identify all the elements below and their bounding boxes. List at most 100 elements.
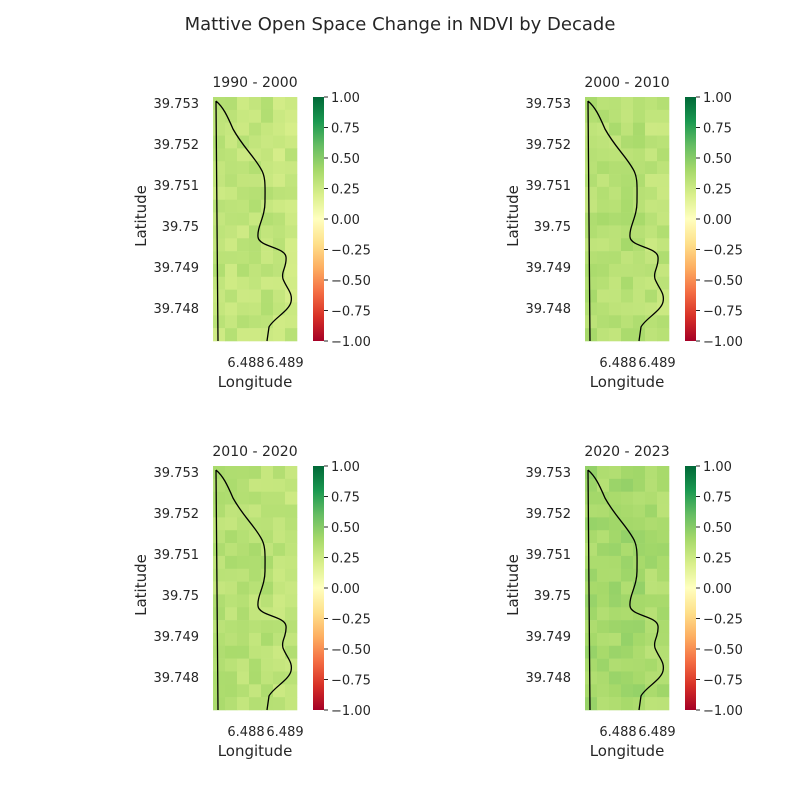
- heatmap-cell: [609, 251, 622, 265]
- heatmap-cell: [597, 289, 610, 303]
- heatmap-cell: [213, 543, 226, 557]
- heatmap-cell: [585, 251, 598, 265]
- heatmap-cell: [585, 302, 598, 316]
- heatmap-cell: [633, 581, 646, 595]
- heatmap-cell: [273, 620, 286, 634]
- heatmap-cell: [237, 263, 250, 278]
- heatmap-cell: [249, 289, 262, 303]
- heatmap-cell: [585, 658, 598, 672]
- heatmap-cell: [645, 97, 658, 111]
- heatmap-cell: [273, 697, 286, 711]
- heatmap-cell: [237, 478, 250, 492]
- heatmap-cell: [273, 97, 286, 111]
- x-axis-label: Longitude: [218, 742, 293, 760]
- heatmap-cell: [609, 684, 622, 698]
- heatmap-cell: [285, 671, 298, 685]
- heatmap-cell: [657, 97, 670, 111]
- heatmap-cell: [609, 148, 622, 162]
- heatmap-cell: [225, 671, 238, 685]
- heatmap-cell: [609, 504, 622, 518]
- heatmap-cell: [213, 109, 226, 123]
- heatmap-cell: [285, 174, 298, 188]
- heatmap-cell: [609, 199, 622, 213]
- heatmap-cell: [285, 504, 298, 518]
- heatmap-cell: [261, 174, 274, 188]
- heatmap-cell: [213, 607, 226, 621]
- heatmap-cell: [597, 225, 610, 239]
- y-tick-label: 39.75: [534, 220, 571, 235]
- heatmap-cell: [273, 684, 286, 698]
- heatmap-cell: [225, 684, 238, 698]
- panel-1: 1990 - 2000 39.753 39.752 39.751 39.75 39.749…: [132, 75, 371, 391]
- heatmap-cell: [657, 530, 670, 544]
- heatmap-cell: [585, 263, 598, 278]
- heatmap-cell: [633, 568, 646, 582]
- heatmap-cell: [597, 478, 610, 492]
- panel-3: 2010 - 2020 39.753 39.752 39.751 39.75 39.749…: [132, 444, 371, 760]
- heatmap-cell: [633, 148, 646, 162]
- heatmap-cell: [609, 581, 622, 595]
- heatmap-cell: [597, 135, 610, 149]
- heatmap-cell: [213, 478, 226, 492]
- heatmap-cell: [261, 684, 274, 698]
- heatmap-cell: [225, 122, 238, 136]
- heatmap-cell: [633, 289, 646, 303]
- heatmap-cell: [657, 478, 670, 492]
- panel-title: 2000 - 2010: [584, 75, 669, 91]
- colorbar-tick-label: 0.50: [331, 521, 360, 536]
- panel-2: 2000 - 2010 39.753 39.752 39.751 39.75 39.749…: [504, 75, 743, 391]
- colorbar-tick-label: 1.00: [331, 91, 360, 106]
- heatmap-cell: [261, 161, 274, 175]
- heatmap-cell: [609, 212, 622, 226]
- heatmap-cell: [585, 478, 598, 492]
- open-space-boundary: [587, 469, 665, 711]
- heatmap-cell: [633, 225, 646, 239]
- heatmap-cell: [213, 328, 226, 342]
- heatmap-cell: [285, 212, 298, 226]
- heatmap-cell: [585, 212, 598, 226]
- heatmap-cell: [285, 109, 298, 123]
- heatmap-cell: [621, 148, 634, 162]
- x-axis-label: Longitude: [590, 373, 665, 391]
- heatmap-cell: [645, 543, 658, 557]
- heatmap-cell: [609, 263, 622, 278]
- heatmap-cell: [657, 276, 670, 290]
- heatmap-cell: [261, 671, 274, 685]
- heatmap-cell: [645, 645, 658, 659]
- heatmap-cell: [657, 199, 670, 213]
- heatmap-cell: [213, 122, 226, 136]
- heatmap-cell: [585, 122, 598, 136]
- heatmap-cell: [225, 135, 238, 149]
- heatmap-cell: [633, 186, 646, 201]
- heatmap-cell: [225, 504, 238, 518]
- heatmap-cell: [597, 148, 610, 162]
- heatmap-cell: [225, 109, 238, 123]
- y-tick-label: 39.75: [162, 220, 199, 235]
- heatmap-cell: [237, 212, 250, 226]
- heatmap-cell: [609, 543, 622, 557]
- panel-title: 1990 - 2000: [212, 75, 297, 91]
- heatmap-cell: [225, 97, 238, 111]
- heatmap-cell: [273, 251, 286, 265]
- heatmap-cell: [237, 632, 250, 647]
- heatmap-cell: [213, 671, 226, 685]
- heatmap-cell: [657, 174, 670, 188]
- heatmap-cell: [657, 122, 670, 136]
- heatmap-cell: [633, 212, 646, 226]
- colorbar-tick-label: 0.75: [331, 491, 360, 506]
- heatmap-cell: [213, 555, 226, 570]
- heatmap-cell: [633, 328, 646, 342]
- heatmap-cell: [597, 302, 610, 316]
- heatmap-cell: [609, 109, 622, 123]
- heatmap-cell: [249, 658, 262, 672]
- colorbar-tick-label: −0.75: [331, 305, 371, 320]
- y-tick-label: 39.751: [154, 548, 200, 563]
- heatmap-cell: [285, 568, 298, 582]
- heatmap-cell: [237, 594, 250, 608]
- colorbar-tick-label: −0.25: [331, 244, 371, 259]
- heatmap-cell: [597, 199, 610, 213]
- open-space-boundary: [587, 100, 665, 342]
- heatmap-cell: [225, 697, 238, 711]
- heatmap-cell: [261, 594, 274, 608]
- heatmap-cell: [621, 109, 634, 123]
